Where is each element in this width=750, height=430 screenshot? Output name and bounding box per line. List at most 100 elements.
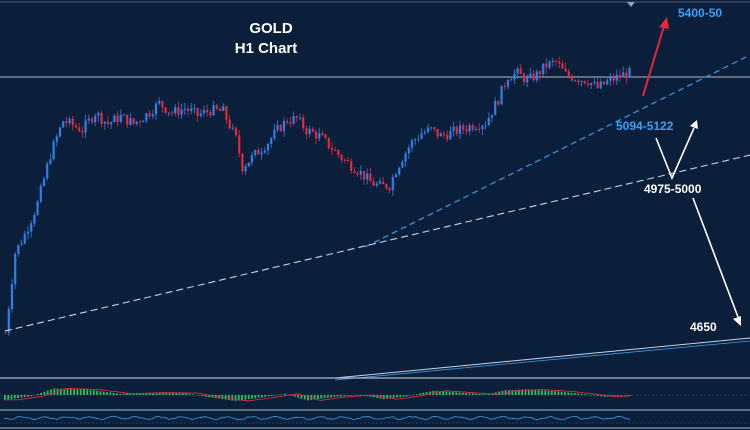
- histogram-bar: [112, 392, 115, 395]
- histogram-bar: [46, 390, 49, 395]
- candle-body: [26, 231, 30, 234]
- histogram-bar: [231, 395, 234, 401]
- candle-body: [298, 117, 302, 119]
- candle-body: [561, 63, 564, 69]
- candle-body: [71, 118, 74, 126]
- histogram-bar: [419, 393, 421, 395]
- candle-body: [455, 126, 458, 134]
- histogram-bar: [577, 393, 580, 395]
- candle-body: [340, 154, 343, 160]
- candle-body: [548, 61, 551, 68]
- histogram-bar: [17, 395, 19, 398]
- candle-body: [113, 115, 116, 123]
- histogram-bar: [129, 393, 131, 395]
- candle-body: [97, 112, 100, 116]
- candle-body: [292, 116, 295, 124]
- candle-body: [490, 114, 494, 118]
- candle-body: [337, 150, 340, 155]
- histogram-bar: [359, 395, 362, 396]
- candle-body: [289, 122, 292, 124]
- histogram-bar: [76, 389, 79, 395]
- candle-body: [10, 284, 14, 309]
- histogram-bar: [478, 393, 481, 395]
- histogram-bar: [517, 389, 520, 395]
- histogram-bar: [323, 395, 326, 399]
- candle-body: [394, 174, 398, 178]
- candle-body: [78, 127, 81, 132]
- candle-body: [202, 109, 206, 114]
- candle-body: [372, 181, 375, 186]
- candle-body: [244, 166, 247, 172]
- histogram-bar: [66, 388, 69, 395]
- histogram-bar: [33, 395, 36, 396]
- candle-body: [474, 128, 478, 130]
- histogram-bar: [102, 391, 105, 395]
- histogram-bar: [326, 395, 329, 398]
- candle-body: [385, 184, 388, 189]
- candle-body: [20, 243, 23, 245]
- histogram-bar: [13, 395, 16, 399]
- histogram-bar: [616, 395, 619, 396]
- histogram-bar: [168, 392, 171, 395]
- histogram-bar: [534, 389, 537, 395]
- histogram-bar: [23, 395, 26, 398]
- histogram-bar: [429, 391, 431, 395]
- candle-body: [286, 120, 289, 123]
- chart-subtitle: H1 Chart: [235, 40, 298, 57]
- candle-body: [401, 161, 404, 168]
- candle-body: [17, 244, 20, 254]
- candle-body: [212, 105, 215, 116]
- candle-body: [4, 332, 7, 334]
- histogram-bar: [139, 393, 141, 395]
- histogram-bar: [458, 392, 461, 395]
- histogram-bar: [626, 395, 629, 396]
- histogram-bar: [63, 388, 66, 395]
- candle-body: [510, 79, 513, 81]
- candle-body: [321, 133, 324, 136]
- candle-body: [218, 108, 222, 111]
- histogram-bar: [53, 388, 56, 395]
- candle-body: [7, 308, 10, 333]
- histogram-bar: [201, 395, 204, 397]
- candle-body: [167, 112, 170, 114]
- white-arrow-path: [655, 120, 698, 181]
- histogram-bar: [99, 391, 102, 395]
- candle-body: [260, 152, 263, 155]
- candle-body: [279, 124, 282, 132]
- candle-body: [55, 136, 58, 142]
- candle-body: [452, 126, 455, 131]
- candle-body: [142, 120, 145, 123]
- candle-body: [314, 131, 318, 139]
- candle-body: [574, 80, 577, 82]
- histogram-bar: [152, 392, 155, 395]
- candle-body: [465, 129, 468, 132]
- histogram-bar: [330, 395, 332, 398]
- histogram-bar: [570, 392, 573, 395]
- histogram-bar: [92, 390, 95, 395]
- candle-body: [522, 73, 526, 83]
- histogram-bar: [600, 395, 603, 397]
- candle-body: [526, 77, 529, 83]
- candle-body: [388, 188, 391, 191]
- histogram-bar: [60, 388, 62, 395]
- candle-body: [209, 112, 212, 116]
- candle-body: [622, 72, 625, 78]
- candle-body: [215, 105, 218, 109]
- candle-body: [186, 108, 190, 112]
- candle-body: [382, 181, 385, 185]
- candle-body: [90, 118, 94, 123]
- candle-body: [484, 125, 487, 127]
- candle-body: [500, 85, 503, 105]
- candle-body: [324, 135, 327, 138]
- candle-body: [378, 181, 382, 184]
- histogram-bar: [313, 395, 316, 400]
- histogram-bar: [116, 393, 118, 395]
- candle-body: [404, 153, 407, 162]
- histogram-bar: [412, 394, 415, 396]
- candle-body: [628, 68, 631, 78]
- histogram-bar: [106, 392, 108, 395]
- histogram-bar: [438, 391, 441, 395]
- candle-body: [458, 125, 462, 134]
- histogram-bar: [501, 390, 504, 395]
